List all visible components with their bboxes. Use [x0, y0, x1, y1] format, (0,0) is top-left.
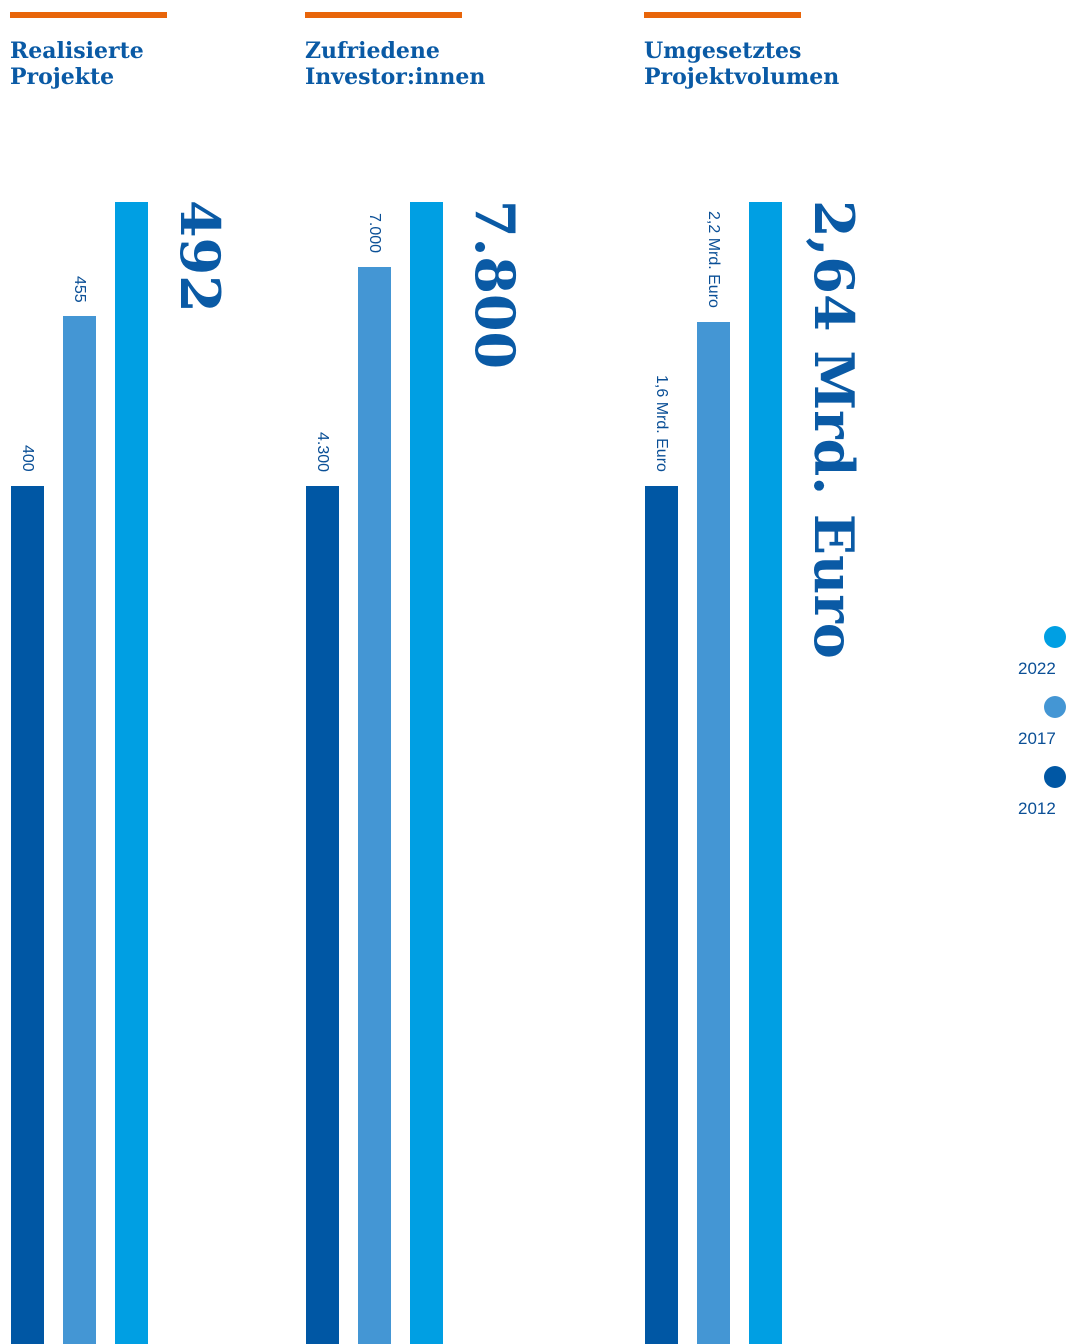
metric-title: Umgesetztes Projektvolumen — [644, 38, 974, 90]
legend-item-2022: 2022 — [1010, 624, 1074, 694]
bar-2022 — [115, 202, 148, 1344]
legend-label: 2022 — [1018, 659, 1056, 678]
bar-value-label: 400 — [19, 445, 36, 472]
bar-value-label: 1,6 Mrd. Euro — [653, 375, 670, 472]
legend-label: 2012 — [1018, 799, 1056, 818]
bar-2012 — [306, 486, 339, 1344]
accent-line — [10, 12, 167, 18]
accent-line — [644, 12, 801, 18]
legend-dot-icon — [1044, 766, 1066, 788]
legend-item-2017: 2017 — [1010, 694, 1074, 764]
legend-dot-icon — [1044, 696, 1066, 718]
metric-title-text: Realisierte Projekte — [10, 38, 144, 90]
bar-2022 — [410, 202, 443, 1344]
bar-2017 — [697, 322, 730, 1344]
highlight-value: 2,64 Mrd. Euro — [802, 200, 866, 659]
legend-label: 2017 — [1018, 729, 1056, 748]
metric-title-text: Zufriedene Investor:innen — [305, 38, 486, 90]
accent-line — [305, 12, 462, 18]
highlight-value: 7.800 — [463, 200, 527, 370]
bar-value-label: 4.300 — [314, 431, 331, 472]
legend-dot-icon — [1044, 626, 1066, 648]
metric-projektvolumen: Umgesetztes Projektvolumen 1,6 Mrd. Euro 2… — [644, 0, 994, 1344]
bar-value-label: 2,2 Mrd. Euro — [705, 211, 722, 309]
metric-zufriedene-investoren: Zufriedene Investor:innen 4.300 7.000 7.800 — [305, 0, 635, 1344]
metric-title-text: Umgesetztes Projektvolumen — [644, 38, 840, 90]
bar-value-label: 455 — [71, 275, 88, 303]
legend: 2022 2017 2012 — [1010, 624, 1074, 834]
legend-item-2012: 2012 — [1010, 764, 1074, 834]
bar-2017 — [63, 316, 96, 1344]
metric-realisierte-projekte: Realisierte Projekte 400 455 492 — [10, 0, 300, 1344]
highlight-value: 492 — [168, 200, 232, 313]
bar-2012 — [645, 486, 678, 1344]
metric-title: Zufriedene Investor:innen — [305, 38, 635, 90]
bar-value-label: 7.000 — [366, 212, 383, 253]
metric-title: Realisierte Projekte — [10, 38, 340, 90]
bar-2017 — [358, 266, 391, 1344]
bar-2022 — [749, 202, 782, 1344]
bar-2012 — [11, 486, 44, 1344]
